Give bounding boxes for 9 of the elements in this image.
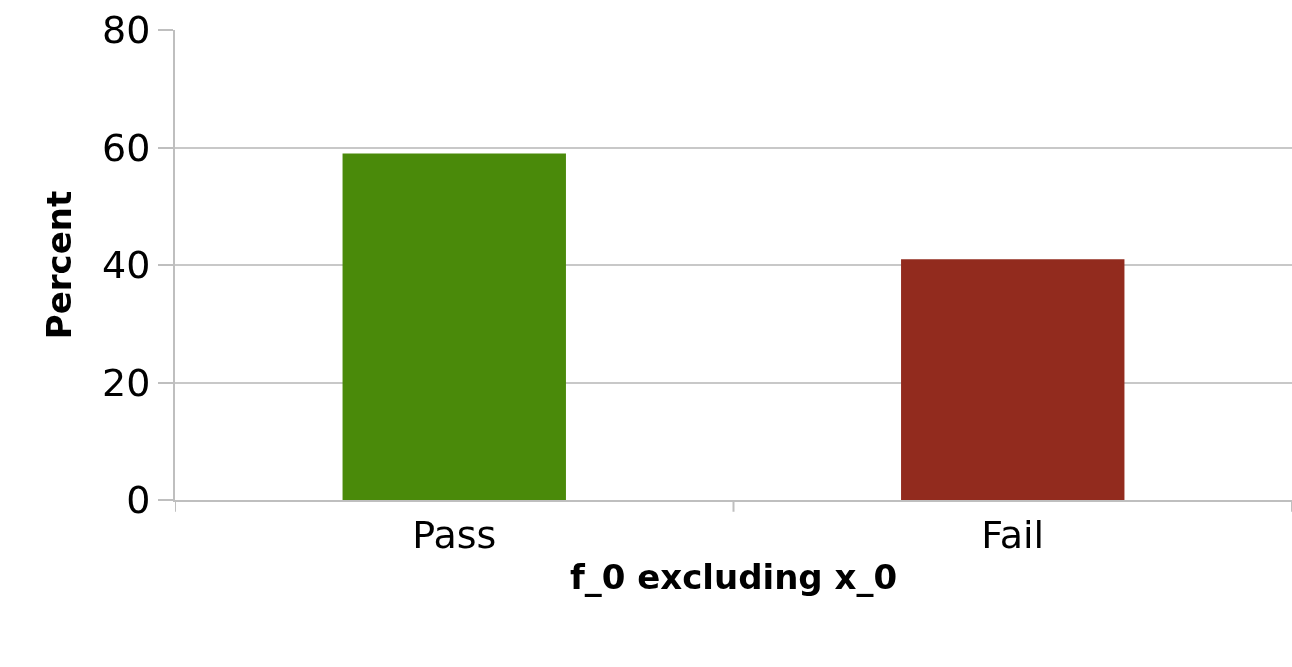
x-tick-label: Fail: [981, 512, 1045, 557]
x-tick-label: Pass: [412, 512, 497, 557]
y-tick-label: 20: [102, 360, 151, 405]
y-tick-label: 0: [126, 478, 151, 523]
y-tick-label: 80: [102, 8, 151, 53]
y-axis-title: Percent: [39, 190, 80, 340]
y-tick-label: 60: [102, 125, 151, 170]
x-axis-title: f_0 excluding x_0: [569, 557, 898, 598]
y-tick-label: 40: [102, 243, 151, 288]
